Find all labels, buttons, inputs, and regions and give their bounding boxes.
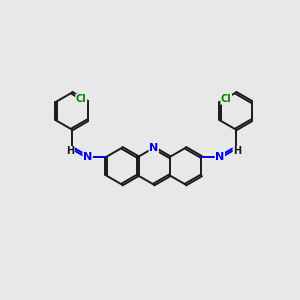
Text: Cl: Cl: [76, 94, 87, 104]
Text: N: N: [83, 152, 92, 162]
Text: N: N: [149, 143, 158, 153]
Text: H: H: [233, 146, 241, 157]
Text: N: N: [215, 152, 224, 162]
Text: Cl: Cl: [221, 94, 232, 104]
Text: H: H: [66, 146, 74, 157]
